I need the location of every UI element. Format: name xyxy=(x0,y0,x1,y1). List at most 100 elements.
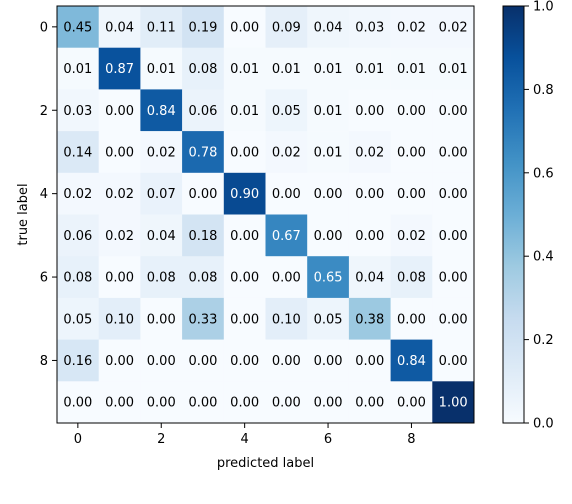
heatmap-cell xyxy=(348,339,391,382)
heatmap-cell xyxy=(390,297,433,340)
cell-value-label: 0.06 xyxy=(63,229,92,244)
cell-value-label: 0.00 xyxy=(397,396,426,411)
heatmap-cell xyxy=(348,89,391,132)
cell-value-label: 0.11 xyxy=(147,20,176,35)
cell-value-label: 0.02 xyxy=(105,229,134,244)
heatmap-cell xyxy=(307,172,350,215)
heatmap-cell xyxy=(432,339,475,382)
heatmap-cell xyxy=(223,131,266,174)
cell-value-label: 0.00 xyxy=(188,187,217,202)
heatmap-cell xyxy=(98,6,141,48)
heatmap-cell xyxy=(348,381,391,424)
cell-value-label: 0.00 xyxy=(272,354,301,369)
heatmap-cell xyxy=(140,172,183,215)
heatmap-cell xyxy=(265,89,308,132)
heatmap-cell xyxy=(223,172,266,215)
cell-value-label: 0.00 xyxy=(188,396,217,411)
heatmap-cell xyxy=(390,256,433,299)
heatmap-cell xyxy=(182,47,225,90)
cell-value-label: 0.00 xyxy=(355,229,384,244)
cell-value-label: 0.00 xyxy=(397,312,426,327)
heatmap-cell xyxy=(98,339,141,382)
heatmap-cell xyxy=(432,381,475,424)
cell-value-label: 0.01 xyxy=(63,62,92,77)
cell-value-label: 0.01 xyxy=(230,62,259,77)
heatmap-cell xyxy=(57,381,99,424)
cell-value-label: 0.02 xyxy=(105,187,134,202)
heatmap-cell xyxy=(432,131,475,174)
x-axis-label: predicted label xyxy=(217,456,314,471)
cell-value-label: 0.00 xyxy=(230,271,259,286)
heatmap-cell-labels: 0.45 0.04 0.11 0.19 0.00 0.09 0.04 0.03 0.02 0.02… xyxy=(63,20,467,410)
heatmap-cell xyxy=(98,381,141,424)
heatmap-cell xyxy=(223,339,266,382)
x-axis-ticks: 0 2 4 6 8 xyxy=(74,423,416,447)
heatmap-cell xyxy=(390,89,433,132)
heatmap-cell xyxy=(432,297,475,340)
cell-value-label: 0.01 xyxy=(314,62,343,77)
cell-value-label: 0.00 xyxy=(105,271,134,286)
heatmap-cell xyxy=(307,339,350,382)
cell-value-label: 0.14 xyxy=(63,145,92,160)
cell-value-label: 0.00 xyxy=(397,187,426,202)
heatmap-cell xyxy=(223,214,266,257)
heatmap-cell xyxy=(432,214,475,257)
heatmap-cell xyxy=(182,6,225,48)
heatmap-cell xyxy=(57,131,99,174)
cell-value-label: 0.16 xyxy=(63,354,92,369)
cell-value-label: 0.05 xyxy=(314,312,343,327)
heatmap-cell xyxy=(265,172,308,215)
cell-value-label: 0.02 xyxy=(397,20,426,35)
heatmap-cell xyxy=(265,256,308,299)
cell-value-label: 0.04 xyxy=(355,271,384,286)
cell-value-label: 0.18 xyxy=(188,229,217,244)
heatmap-cell xyxy=(140,89,183,132)
colorbar-tick-label: 1.0 xyxy=(533,0,554,15)
cell-value-label: 0.00 xyxy=(147,312,176,327)
cell-value-label: 0.01 xyxy=(355,62,384,77)
heatmap-cell xyxy=(348,6,391,48)
heatmap-cell xyxy=(98,214,141,257)
heatmap-cell xyxy=(390,214,433,257)
heatmap-cell xyxy=(57,6,99,48)
cell-value-label: 0.87 xyxy=(105,62,134,77)
heatmap-cell xyxy=(348,131,391,174)
heatmap-cell xyxy=(182,381,225,424)
cell-value-label: 0.01 xyxy=(230,104,259,119)
heatmap-cell xyxy=(223,89,266,132)
cell-value-label: 0.04 xyxy=(105,20,134,35)
heatmap-cell xyxy=(140,381,183,424)
heatmap-cell xyxy=(140,214,183,257)
cell-value-label: 0.06 xyxy=(188,104,217,119)
cell-value-label: 0.00 xyxy=(188,354,217,369)
cell-value-label: 0.01 xyxy=(314,104,343,119)
heatmap-cell xyxy=(182,297,225,340)
heatmap-cell xyxy=(98,256,141,299)
cell-value-label: 0.00 xyxy=(355,104,384,119)
heatmap-cell xyxy=(390,6,433,48)
heatmap-cell xyxy=(98,172,141,215)
cell-value-label: 0.02 xyxy=(439,20,468,35)
heatmap-cell xyxy=(182,256,225,299)
heatmap-cell xyxy=(307,214,350,257)
heatmap-cell xyxy=(307,381,350,424)
heatmap-cell xyxy=(390,339,433,382)
heatmap-cell xyxy=(307,297,350,340)
y-tick-label: 8 xyxy=(40,354,48,369)
cell-value-label: 0.00 xyxy=(355,396,384,411)
cell-value-label: 0.90 xyxy=(230,187,259,202)
y-tick-label: 2 xyxy=(40,104,48,119)
cell-value-label: 0.00 xyxy=(230,354,259,369)
heatmap-cell xyxy=(223,381,266,424)
heatmap-cell xyxy=(265,214,308,257)
heatmap-cell xyxy=(223,297,266,340)
x-tick-label: 0 xyxy=(74,432,82,447)
x-tick-label: 6 xyxy=(324,432,332,447)
cell-value-label: 0.10 xyxy=(272,312,301,327)
heatmap-cell xyxy=(182,172,225,215)
y-axis-label: true label xyxy=(16,183,31,245)
heatmap-cell xyxy=(348,297,391,340)
y-tick-label: 4 xyxy=(40,187,48,202)
heatmap-cell xyxy=(432,6,475,48)
